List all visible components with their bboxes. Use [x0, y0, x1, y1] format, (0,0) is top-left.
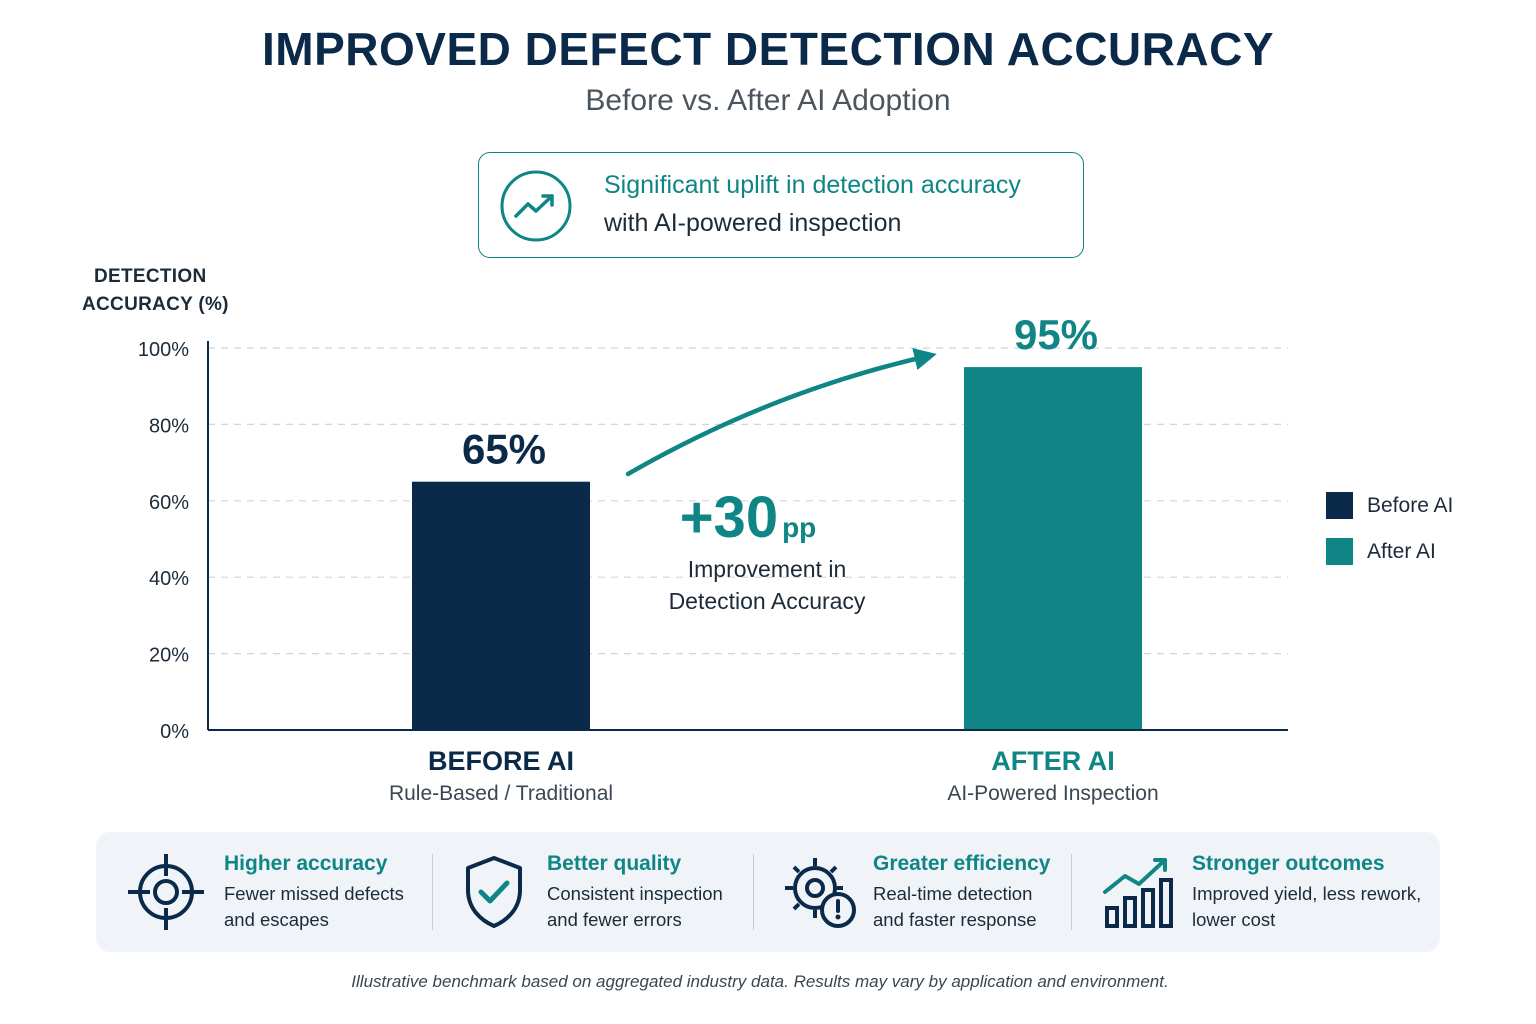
y-tick-label: 0%: [160, 721, 189, 743]
bar-value-label: 95%: [1014, 311, 1098, 358]
page-title: IMPROVED DEFECT DETECTION ACCURACY: [262, 23, 1274, 75]
footnote: Illustrative benchmark based on aggregat…: [351, 972, 1169, 991]
category-sublabel-after: AI-Powered Inspection: [947, 782, 1159, 805]
bar-after-ai: [964, 367, 1142, 730]
benefit-divider: [753, 854, 754, 930]
y-tick-label: 40%: [149, 568, 189, 590]
benefit-stronger-outcomes: Stronger outcomes Improved yield, less r…: [1071, 832, 1440, 952]
benefit-better-quality: Better quality Consistent inspection and…: [432, 832, 753, 952]
benefit-desc-line2: and escapes: [224, 909, 329, 930]
benefit-divider: [432, 854, 433, 930]
legend-swatch-before: [1326, 492, 1353, 519]
category-label-after: AFTER AI: [991, 746, 1115, 776]
y-tick-label: 100%: [138, 339, 189, 361]
benefit-desc-line2: and fewer errors: [547, 909, 682, 930]
improvement-value: +30 pp: [680, 485, 817, 550]
benefit-desc-line1: Consistent inspection: [547, 883, 723, 904]
category-label-before: BEFORE AI: [427, 746, 574, 776]
trend-up-icon: [500, 170, 572, 242]
benefits-panel: Higher accuracy Fewer missed defects and…: [96, 832, 1440, 952]
benefit-desc-line1: Fewer missed defects: [224, 883, 404, 904]
y-axis-label-line2: ACCURACY (%): [82, 294, 229, 315]
benefit-desc-line1: Improved yield, less rework,: [1192, 883, 1422, 904]
benefit-title: Higher accuracy: [224, 852, 388, 875]
y-tick-label: 60%: [149, 492, 189, 514]
callout-box: Significant uplift in detection accuracy…: [478, 152, 1084, 258]
bar-chart-up-icon: [1103, 858, 1173, 928]
benefit-greater-efficiency: Greater efficiency Real-time detection a…: [753, 832, 1071, 952]
benefit-desc-line1: Real-time detection: [873, 883, 1033, 904]
improvement-caption-line1: Improvement in: [688, 556, 847, 582]
legend-swatch-after: [1326, 538, 1353, 565]
legend: Before AI After AI: [1326, 492, 1506, 572]
category-sublabel-before: Rule-Based / Traditional: [388, 782, 614, 805]
bar-before-ai: [412, 481, 590, 730]
benefit-title: Better quality: [547, 852, 682, 875]
legend-item-after: After AI: [1326, 538, 1436, 565]
benefit-divider: [1071, 854, 1072, 930]
benefit-title: Stronger outcomes: [1192, 852, 1385, 875]
improvement-caption-line2: Detection Accuracy: [669, 588, 866, 614]
page-subtitle: Before vs. After AI Adoption: [585, 84, 951, 117]
benefit-desc-line2: and faster response: [873, 909, 1037, 930]
improvement-arrow: [625, 348, 937, 477]
shield-check-icon: [466, 856, 522, 928]
y-tick-label: 20%: [149, 645, 189, 667]
target-icon: [128, 854, 204, 930]
gear-clock-icon: [785, 858, 856, 928]
y-tick-label: 80%: [149, 415, 189, 437]
benefit-higher-accuracy: Higher accuracy Fewer missed defects and…: [96, 832, 432, 952]
legend-label-before: Before AI: [1367, 493, 1454, 517]
legend-item-before: Before AI: [1326, 492, 1453, 519]
y-axis-label-line1: DETECTION: [94, 266, 207, 287]
benefit-desc-line2: lower cost: [1192, 909, 1276, 930]
bar-value-label: 65%: [462, 426, 546, 473]
callout-subline: with AI-powered inspection: [604, 209, 902, 237]
callout-headline: Significant uplift in detection accuracy: [604, 171, 1021, 199]
benefit-title: Greater efficiency: [873, 852, 1051, 875]
legend-label-after: After AI: [1367, 539, 1436, 563]
